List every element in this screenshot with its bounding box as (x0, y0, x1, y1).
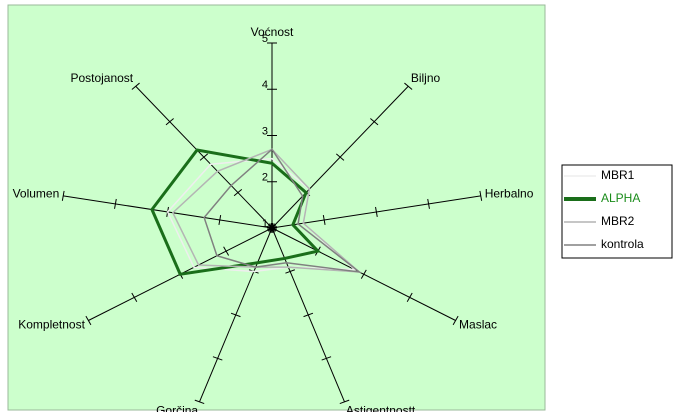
y-tick-label: 3 (262, 125, 268, 137)
y-tick-label: 4 (262, 79, 268, 91)
axis-label: Gorčina (156, 403, 198, 412)
tick-mark (427, 198, 430, 209)
y-tick-label: 2 (262, 172, 268, 184)
tick-mark (452, 315, 459, 326)
tick-mark (131, 82, 140, 90)
axis-label: Postojanost (70, 71, 133, 85)
series-line (203, 148, 362, 274)
tick-mark (303, 312, 314, 318)
axis-label: Astigentnostt (346, 403, 416, 412)
tick-mark (360, 269, 367, 279)
tick-mark (267, 224, 277, 232)
axis-label: Maslac (459, 318, 497, 332)
y-tick-label: 1 (262, 218, 268, 230)
tick-mark (114, 198, 117, 209)
tick-mark (230, 312, 241, 318)
axis-label: Biljno (411, 71, 441, 85)
tick-mark (131, 292, 138, 302)
tick-mark (223, 246, 230, 256)
tick-mark (339, 399, 350, 405)
series-line (150, 148, 321, 276)
tick-mark (375, 206, 378, 217)
tick-mark (404, 82, 413, 90)
tick-mark (85, 315, 92, 326)
series-line (171, 148, 362, 273)
tick-mark (61, 190, 65, 201)
y-tick-label: 5 (262, 33, 268, 45)
tick-mark (233, 188, 243, 197)
axis-label: Herbalno (485, 186, 534, 200)
axis-label: Kompletnost (18, 318, 85, 332)
tick-mark (479, 190, 483, 201)
legend-label: kontrola (601, 237, 644, 251)
tick-mark (199, 153, 209, 161)
legend-label: ALPHA (601, 191, 640, 205)
tick-mark (406, 292, 413, 302)
legend-label: MBR1 (601, 168, 635, 182)
axis-label: Volumen (13, 186, 60, 200)
tick-mark (321, 356, 332, 361)
tick-mark (285, 269, 295, 274)
plot-area (7, 4, 546, 411)
axis-label: Voćnost (251, 25, 294, 39)
tick-mark (194, 399, 205, 405)
tick-mark (370, 118, 379, 126)
legend (561, 164, 673, 259)
legend-label: MBR2 (601, 214, 635, 228)
tick-mark (218, 214, 222, 225)
tick-mark (335, 153, 345, 161)
tick-mark (322, 214, 326, 225)
tick-mark (212, 356, 223, 361)
tick-mark (165, 118, 174, 126)
